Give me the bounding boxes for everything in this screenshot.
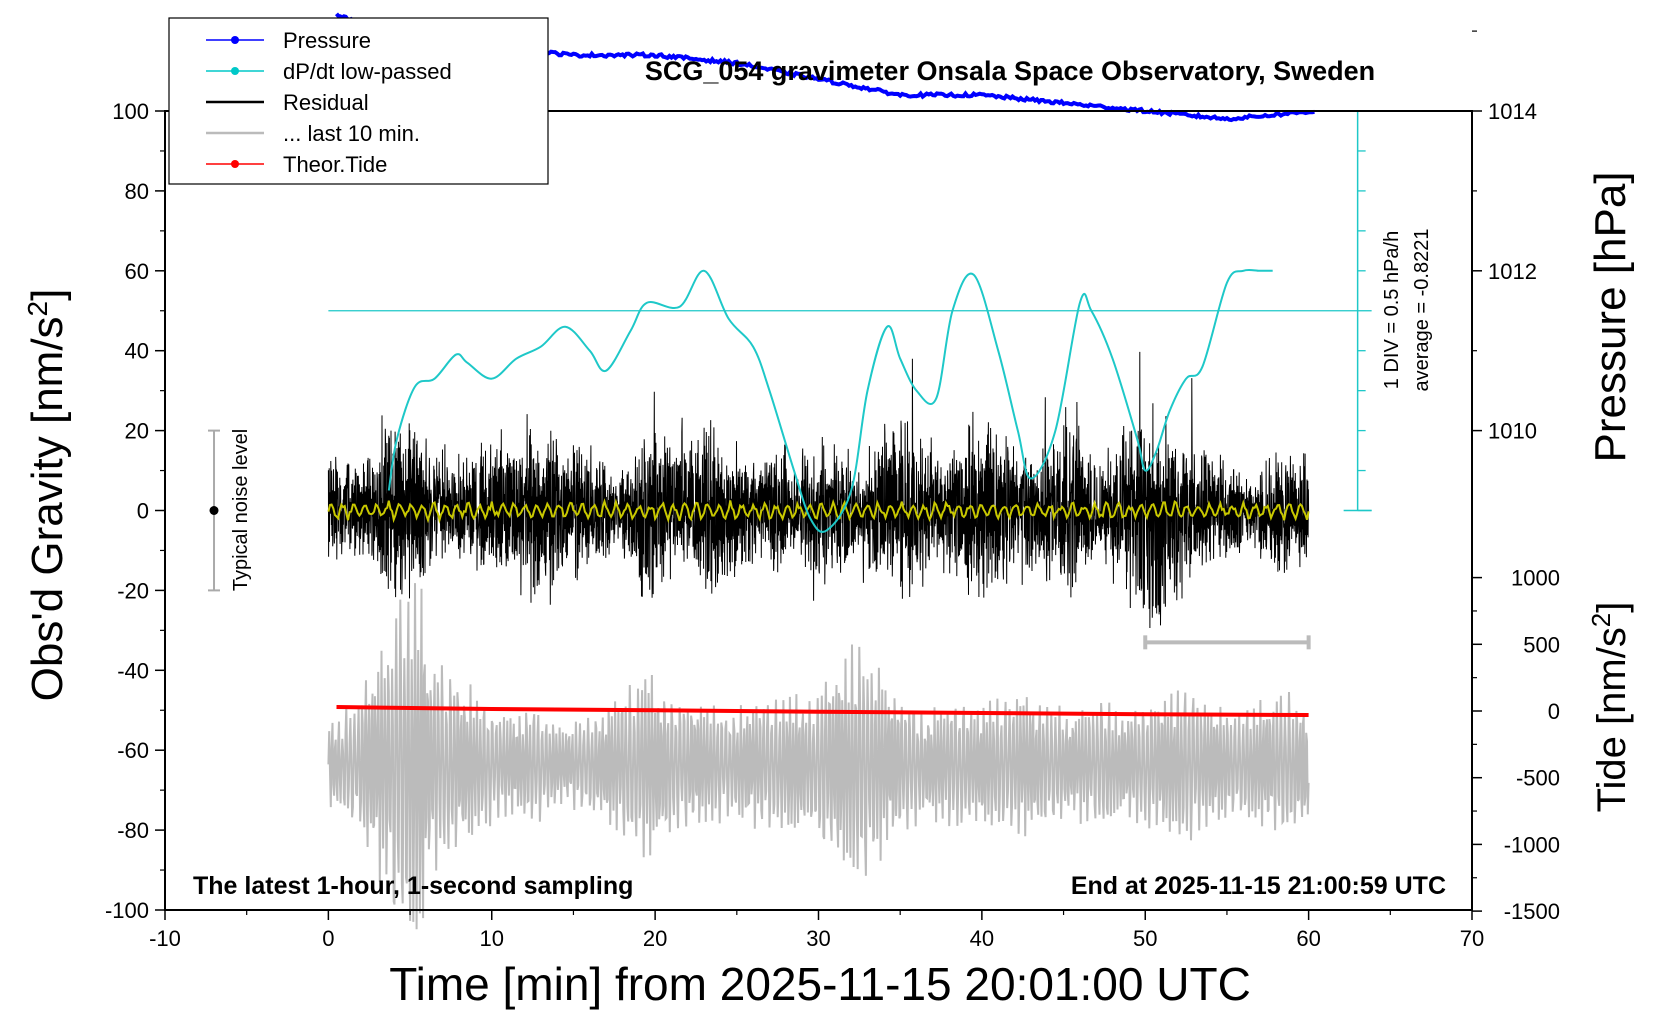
y-axis-label-gravity: Obs'd Gravity [nm/s2]: [22, 289, 73, 702]
x-tick-label: -10: [149, 926, 181, 951]
y-tick-label: 80: [125, 179, 149, 204]
legend-label: Pressure: [283, 28, 371, 53]
labels-layer: SCG_054 gravimeter Onsala Space Observat…: [22, 56, 1636, 1010]
legend-swatch-dot: [231, 36, 239, 44]
legend-swatch-dot: [231, 67, 239, 75]
dpdt-scale-label: 1 DIV = 0.5 hPa/h: [1381, 231, 1403, 389]
y-tick-label: -40: [117, 658, 149, 683]
tide-tick-label: 0: [1548, 699, 1560, 724]
dpdt-line: [387, 268, 1273, 533]
x-tick-label: 30: [806, 926, 830, 951]
tide-tick-label: -500: [1516, 766, 1560, 791]
dpdt-average-label: average = -0.8221: [1411, 229, 1433, 392]
bottom-left-note: The latest 1-hour, 1-second sampling: [193, 872, 633, 900]
noise-level-dot: [209, 506, 219, 515]
bottom-right-note: End at 2025-11-15 21:00:59 UTC: [1071, 872, 1446, 900]
legend-swatch-dot: [231, 160, 239, 168]
noise-level-label: Typical noise level: [230, 429, 252, 591]
y-tick-label: 20: [125, 419, 149, 444]
last-10-min-line: [327, 583, 1310, 930]
x-tick-label: 20: [643, 926, 667, 951]
y-tick-label: -100: [105, 898, 149, 923]
pressure-tick-label: 1010: [1488, 419, 1537, 444]
theoretical-tide-line: [336, 705, 1309, 717]
x-tick-label: 40: [970, 926, 994, 951]
x-tick-label: 60: [1296, 926, 1320, 951]
y-tick-label: 0: [137, 499, 149, 524]
smoothed-residual-line: [327, 498, 1310, 524]
y-tick-label: 40: [125, 339, 149, 364]
y-tick-label: -80: [117, 818, 149, 843]
x-axis-label: Time [min] from 2025-11-15 20:01:00 UTC: [389, 958, 1251, 1010]
legend-label: Residual: [283, 90, 369, 115]
y-tick-label: -60: [117, 738, 149, 763]
x-tick-label: 70: [1460, 926, 1484, 951]
tide-tick-label: 1000: [1511, 566, 1560, 591]
x-tick-label: 0: [322, 926, 334, 951]
residual-line: [327, 351, 1310, 629]
pressure-tick-label: 1014: [1488, 99, 1537, 124]
chart-title: SCG_054 gravimeter Onsala Space Observat…: [645, 56, 1375, 86]
x-tick-label: 50: [1133, 926, 1157, 951]
legend: Pressure dP/dt low-passed Residual ... last…: [168, 17, 549, 185]
tide-tick-label: -1500: [1504, 899, 1560, 924]
x-tick-label: 10: [480, 926, 504, 951]
y-axis-label-tide: Tide [nm/s2]: [1586, 602, 1634, 813]
legend-label: ... last 10 min.: [283, 121, 420, 146]
legend-label: Theor.Tide: [283, 152, 387, 177]
tide-tick-label: 500: [1523, 632, 1560, 657]
tide-tick-label: -1000: [1504, 832, 1560, 857]
y-tick-label: -20: [117, 578, 149, 603]
pressure-tick-label: 1012: [1488, 259, 1537, 284]
legend-label: dP/dt low-passed: [283, 59, 452, 84]
y-tick-label: 60: [125, 259, 149, 284]
y-tick-label: 100: [112, 99, 149, 124]
y-axis-label-pressure: Pressure [hPa]: [1586, 171, 1635, 462]
